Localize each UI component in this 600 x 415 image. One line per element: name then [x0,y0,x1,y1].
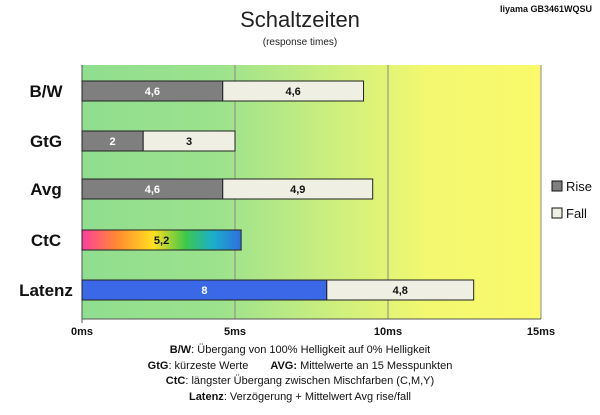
bar-fall-b-w [222,80,365,102]
data-label-rise-latenz: 8 [201,285,207,297]
bars: 4,6 4,6 2 3 4,6 4,9 5,2 8 4,8 [81,80,475,301]
category-label-ctc: CtC [31,231,61,250]
legend-label-rise: Rise [566,179,592,194]
bar-fall-avg [222,178,374,200]
legend-swatch-fall [551,207,563,219]
data-label-rise-b-w: 4,6 [145,86,160,98]
category-label-gtg: GtG [30,132,62,151]
response-time-chart: Schaltzeiten (response times) Iiyama GB3… [19,4,592,338]
note-gtg-avg: GtG: kürzeste Werte AVG: Mittelwerte an 1… [147,359,453,372]
note-bw: B/W: Übergang von 100% Helligkeit auf 0%… [169,344,431,356]
category-label-latenz: Latenz [19,281,73,300]
category-labels: B/W GtG Avg CtC Latenz [19,82,73,300]
category-label-b-w: B/W [29,82,63,101]
bar-fall-latenz [326,279,475,301]
bar-fall-gtg [142,130,236,152]
legend-swatch-rise [551,180,563,192]
data-label-fall-avg: 4,9 [290,184,305,196]
bar-rise-ctc [81,229,242,251]
legend-notes: B/W: Übergang von 100% Helligkeit auf 0%… [0,343,600,405]
note-latenz: Latenz: Verzögerung + Mittelwert Avg ris… [188,390,412,403]
category-label-avg: Avg [30,180,62,199]
data-label-fall-latenz: 4,8 [393,285,408,297]
device-name: Iiyama GB3461WQSU [500,4,592,14]
data-label-rise-avg: 4,6 [145,184,160,196]
x-tick-label-15: 15ms [527,326,555,338]
legend-label-fall: Fall [566,206,587,221]
chart-subtitle: (response times) [263,37,337,48]
data-label-rise-gtg: 2 [110,136,116,148]
note-ctc: CtC: längster Übergang zwischen Mischfar… [165,375,435,387]
data-label-fall-gtg: 3 [186,136,192,148]
x-tick-label-10: 10ms [374,326,402,338]
legend: Rise Fall [551,179,592,221]
x-tick-labels: 0ms 5ms 10ms 15ms [71,326,555,338]
x-tick-label-5: 5ms [224,326,246,338]
data-label-rise-ctc: 5,2 [154,235,169,247]
data-label-fall-b-w: 4,6 [285,86,300,98]
chart-title: Schaltzeiten [240,7,360,32]
x-tick-label-0: 0ms [71,326,93,338]
